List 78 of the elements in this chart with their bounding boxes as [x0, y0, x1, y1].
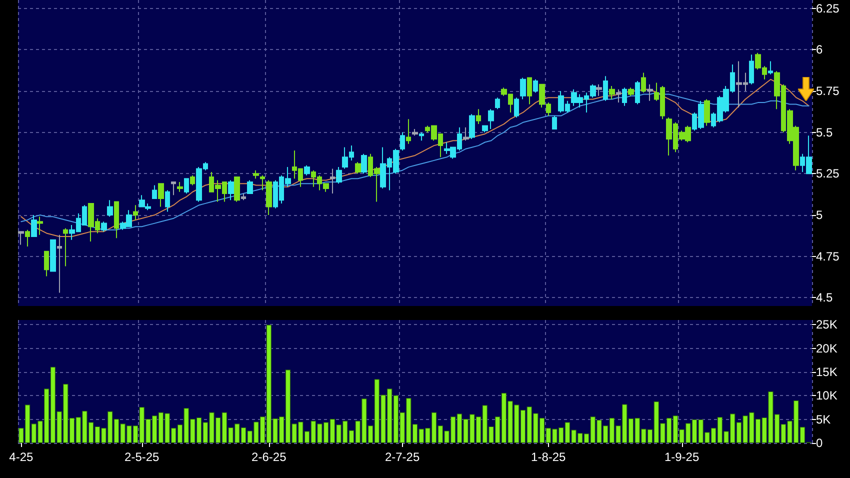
candlestick [107, 200, 113, 218]
y-tick-label: 5 [816, 208, 823, 222]
candlestick [488, 108, 494, 130]
candlestick [476, 108, 481, 125]
candlestick [184, 178, 189, 194]
y-tick-label: 5K [816, 412, 831, 426]
candlestick [234, 176, 240, 202]
candlestick [228, 180, 234, 201]
candlestick [165, 190, 170, 212]
candlestick [304, 164, 310, 176]
candlestick [177, 181, 183, 192]
candlestick [31, 214, 37, 238]
candlestick [57, 234, 62, 294]
candlestick [647, 84, 653, 102]
candlestick [520, 77, 526, 100]
candlestick [704, 98, 710, 126]
candlestick [412, 128, 418, 136]
candlestick [18, 231, 24, 246]
candlestick [101, 221, 107, 232]
candlestick [749, 54, 754, 85]
candlestick [628, 87, 634, 96]
candlestick [37, 216, 43, 236]
candlestick [253, 170, 259, 180]
candlestick [50, 239, 56, 272]
y-tick-label: 6 [816, 42, 823, 57]
candlestick [603, 76, 608, 102]
candlestick [171, 181, 176, 196]
candlestick [266, 180, 272, 216]
candlestick [463, 126, 469, 142]
candlestick [44, 250, 49, 277]
y-tick-label: 5.75 [816, 84, 840, 98]
candlestick [622, 87, 627, 106]
candlestick [406, 118, 411, 144]
candlestick [609, 86, 615, 100]
y-tick-label: 5.25 [816, 166, 840, 181]
candlestick [552, 115, 557, 130]
candlestick [482, 125, 488, 133]
candlestick [158, 183, 164, 208]
y-tick-label: 10K [816, 388, 838, 403]
x-tick-label: 1-8-25 [531, 450, 566, 464]
y-tick-label: 25K [816, 318, 838, 332]
candlestick [25, 229, 30, 247]
candlestick [361, 153, 367, 174]
y-tick-label: 4.75 [816, 249, 840, 264]
y-tick-label: 15K [816, 365, 838, 380]
candlestick [596, 84, 602, 96]
candlestick [152, 184, 157, 199]
candlestick [133, 204, 138, 220]
candlestick [419, 132, 424, 142]
y-tick-label: 0 [816, 436, 823, 450]
candlestick [247, 180, 253, 194]
candlestick [114, 201, 119, 239]
candlestick [527, 77, 532, 105]
candlestick [190, 174, 195, 186]
candlestick [495, 97, 500, 110]
candlestick [616, 88, 621, 104]
candlestick [63, 228, 68, 267]
x-tick-label: 1-9-25 [664, 450, 700, 464]
candlestick [469, 114, 475, 140]
candlestick [635, 80, 640, 105]
y-tick-label: 6.25 [816, 1, 840, 16]
x-tick-label: 4-25 [9, 450, 34, 464]
y-tick-label: 5.5 [816, 125, 834, 140]
x-tick-label: 2-5-25 [124, 450, 160, 464]
candlestick [260, 174, 265, 191]
candlestick [533, 78, 538, 94]
candlestick [330, 168, 335, 194]
candlestick [514, 97, 519, 118]
y-tick-label: 20K [816, 341, 838, 356]
x-tick-label: 2-6-25 [252, 450, 287, 464]
x-tick-label: 2-7-25 [384, 450, 420, 464]
candlestick [641, 72, 646, 94]
candlestick [355, 162, 361, 174]
candlestick [241, 193, 246, 201]
candlestick [768, 60, 773, 75]
candlestick [336, 166, 342, 184]
y-tick-label: 4.5 [816, 290, 834, 305]
candlestick [400, 132, 405, 152]
